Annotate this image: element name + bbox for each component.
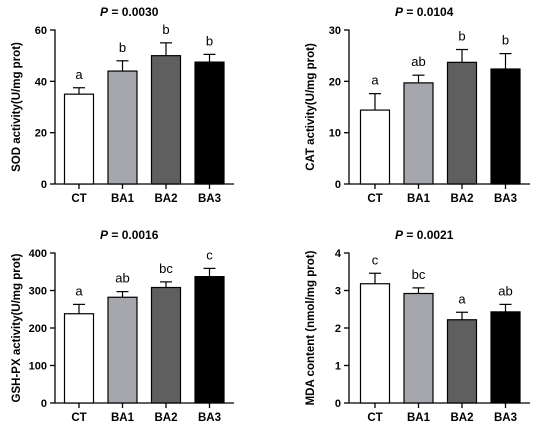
- x-tick-label: BA2: [450, 193, 473, 205]
- y-tick-label: 10: [329, 128, 341, 140]
- chart-panel-1: P = 0.0030 SOD activity(U/mg prot) 0 20 40 60…: [11, 5, 234, 205]
- x-tick-label: BA3: [494, 193, 517, 205]
- significance-letter: ab: [498, 283, 512, 298]
- bar-ba3: [490, 311, 521, 404]
- y-tick-label: 20: [329, 76, 341, 88]
- significance-letter: bc: [159, 261, 173, 276]
- significance-letter: b: [458, 29, 465, 44]
- p-value-annotation: P = 0.0021: [395, 228, 454, 242]
- significance-letter: a: [458, 291, 466, 306]
- y-axis-label: SOD activity(U/mg prot): [11, 42, 23, 172]
- x-tick-label: CT: [71, 193, 86, 205]
- bar-ba1: [107, 70, 138, 185]
- y-tick-label: 4: [335, 248, 342, 260]
- y-tick-label: 400: [29, 248, 47, 260]
- y-tick-label: 100: [29, 361, 47, 373]
- y-tick-label: 2: [335, 323, 341, 335]
- significance-letter: ab: [411, 54, 425, 69]
- x-tick-label: CT: [367, 412, 382, 424]
- p-value-annotation: P = 0.0016: [100, 228, 159, 242]
- x-tick-label: BA3: [494, 412, 517, 424]
- y-tick-label: 1: [335, 361, 341, 373]
- y-tick-label: 3: [335, 286, 341, 298]
- significance-letter: a: [371, 73, 379, 88]
- chart-panel-2: P = 0.0104 CAT activity(U/mg prot) 0 10 20 30…: [305, 5, 530, 205]
- significance-letter: b: [502, 33, 509, 48]
- x-tick-label: CT: [71, 412, 86, 424]
- p-value-annotation: P = 0.0030: [100, 5, 159, 19]
- y-tick-label: 0: [41, 179, 47, 191]
- x-tick-label: BA2: [154, 412, 177, 424]
- x-tick-label: BA3: [198, 412, 221, 424]
- x-tick-label: BA3: [198, 193, 221, 205]
- y-axis-label: CAT activity(U/mg prot): [305, 43, 317, 171]
- x-tick-label: BA1: [111, 412, 135, 424]
- significance-letter: ab: [115, 271, 129, 286]
- bar-ba2: [150, 55, 182, 185]
- y-axis-label: MDA content (nmol/mg prot): [305, 250, 317, 405]
- y-tick-label: 0: [335, 398, 341, 410]
- significance-letter: a: [75, 67, 83, 82]
- y-tick-label: 20: [35, 128, 47, 140]
- bar-ba2: [446, 61, 478, 185]
- bar-ct: [359, 109, 391, 185]
- significance-letter: b: [206, 33, 213, 48]
- x-tick-label: BA1: [111, 193, 135, 205]
- y-tick-label: 200: [29, 323, 47, 335]
- bar-ba3: [194, 276, 225, 404]
- bar-ba1: [107, 296, 138, 404]
- bar-ct: [359, 283, 391, 404]
- x-tick-label: BA1: [407, 193, 431, 205]
- bar-ct: [63, 313, 95, 404]
- bar-ct: [63, 93, 95, 185]
- y-tick-label: 40: [35, 76, 47, 88]
- significance-letter: a: [75, 283, 83, 298]
- y-tick-label: 300: [29, 286, 47, 298]
- x-tick-label: BA1: [407, 412, 431, 424]
- y-tick-label: 0: [335, 179, 341, 191]
- chart-panel-3: P = 0.0016 GSH-PX activity(U/mg prot) 0 100…: [11, 228, 234, 424]
- p-value-annotation: P = 0.0104: [395, 5, 454, 19]
- bar-ba3: [490, 68, 521, 185]
- bar-ba3: [194, 61, 225, 185]
- x-tick-label: CT: [367, 193, 382, 205]
- y-tick-label: 60: [35, 25, 47, 37]
- significance-letter: c: [372, 252, 379, 267]
- x-tick-label: BA2: [154, 193, 177, 205]
- y-tick-label: 0: [41, 398, 47, 410]
- significance-letter: b: [162, 22, 169, 37]
- chart-panel-4: P = 0.0021 MDA content (nmol/mg prot) 0 1 2 3…: [305, 228, 530, 424]
- bar-ba2: [446, 319, 478, 404]
- y-axis-label: GSH-PX activity(U/mg prot): [11, 253, 23, 402]
- y-tick-label: 30: [329, 25, 341, 37]
- bar-ba1: [403, 82, 434, 185]
- significance-letter: b: [119, 40, 126, 55]
- bar-ba2: [150, 286, 182, 404]
- x-tick-label: BA2: [450, 412, 473, 424]
- significance-letter: c: [206, 247, 213, 262]
- significance-letter: bc: [412, 267, 426, 282]
- bar-ba1: [403, 292, 434, 404]
